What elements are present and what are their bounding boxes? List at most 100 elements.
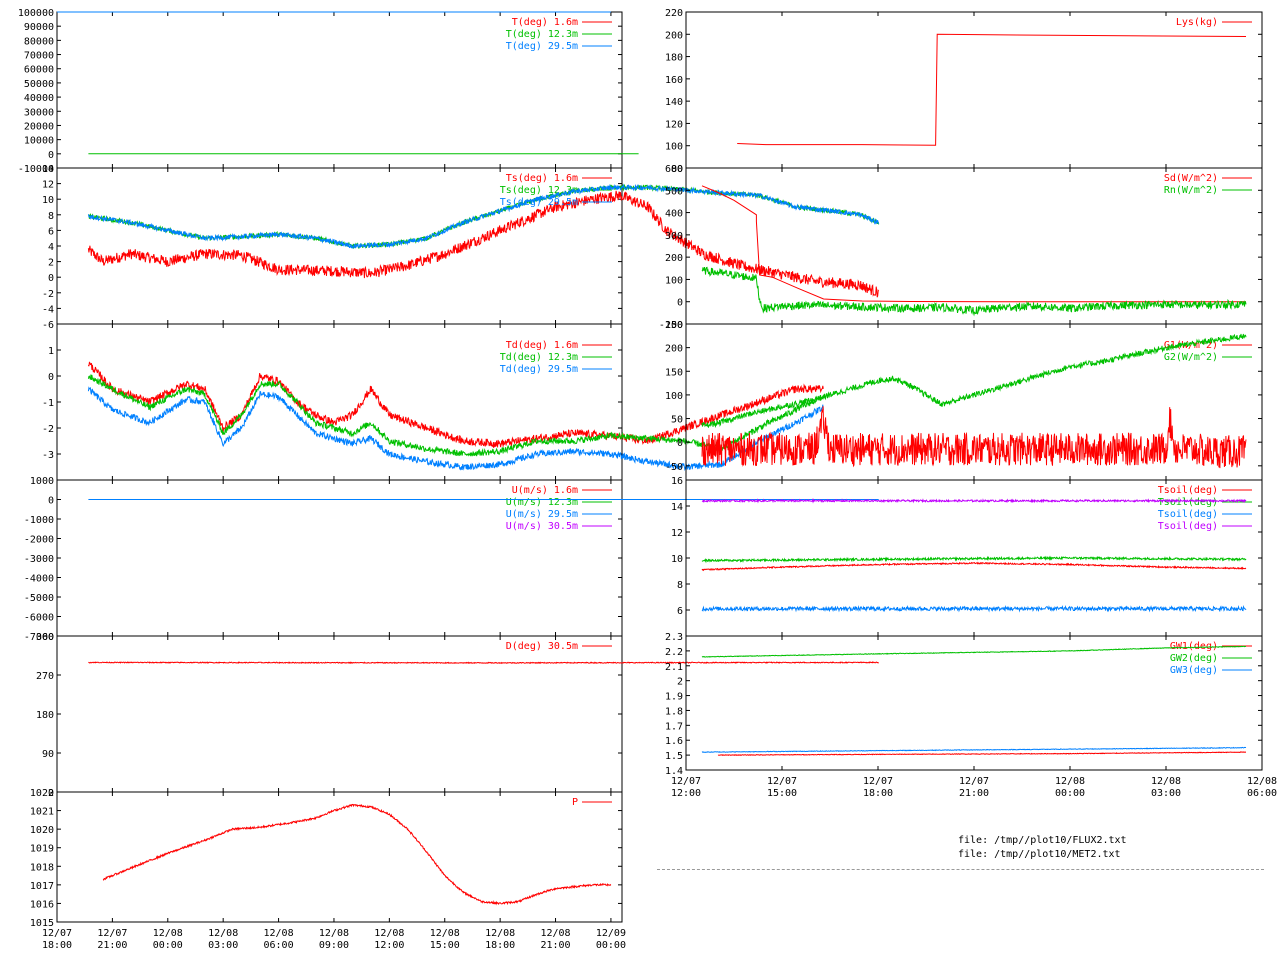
y-tick-label: 200: [665, 253, 683, 264]
x-tick-label: 12/07: [97, 928, 127, 939]
series-line: [701, 555, 1247, 564]
y-tick-label: 160: [665, 75, 683, 86]
x-tick-label: 12/08: [208, 928, 238, 939]
panel-p: 1022102110201019101810171016101512/0718:…: [30, 788, 626, 951]
y-tick-label: 270: [36, 671, 54, 682]
x-tick-label: 12/07: [959, 776, 989, 787]
legend-label: Ts(deg) 12.3m: [500, 185, 578, 196]
y-tick-label: 2: [677, 677, 683, 688]
y-tick-label: 1015: [30, 918, 54, 929]
y-tick-label: 220: [665, 8, 683, 19]
x-tick-label: 12/08: [1151, 776, 1181, 787]
legend-label: Td(deg) 29.5m: [500, 364, 578, 375]
y-tick-label: 60000: [24, 65, 54, 76]
x-tick-label: 06:00: [264, 940, 294, 951]
y-tick-label: 400: [665, 209, 683, 220]
x-tick-label: 00:00: [1055, 788, 1085, 799]
series-line: [701, 333, 1247, 429]
y-tick-label: -2: [42, 424, 54, 435]
y-tick-label: 8: [677, 580, 683, 591]
y-tick-label: 1.4: [665, 766, 683, 777]
y-tick-label: 1.7: [665, 721, 683, 732]
x-tick-label: 00:00: [153, 940, 183, 951]
legend-label: Rn(W/m^2): [1164, 185, 1218, 196]
y-tick-label: 14: [671, 502, 683, 513]
y-tick-label: -4: [42, 304, 54, 315]
y-tick-label: 0: [48, 150, 54, 161]
x-tick-label: 12/07: [767, 776, 797, 787]
legend-label: T(deg) 12.3m: [506, 29, 578, 40]
y-tick-label: 50: [671, 415, 683, 426]
panel-d: 360 270 180 90 0 D(deg) 30.5m: [36, 632, 879, 799]
legend-label: Tsoil(deg): [1158, 509, 1218, 520]
x-tick-label: 21:00: [540, 940, 570, 951]
y-tick-label: 2.1: [665, 662, 683, 673]
y-tick-label: 100000: [18, 8, 54, 19]
y-tick-label: 200: [665, 344, 683, 355]
y-tick-label: 50000: [24, 79, 54, 90]
y-tick-label: -1000: [24, 515, 54, 526]
y-tick-label: -1: [42, 398, 54, 409]
divider: [657, 869, 1264, 870]
y-tick-label: 2.3: [665, 632, 683, 643]
y-tick-label: -7000: [24, 632, 54, 643]
y-tick-label: -50: [665, 462, 683, 473]
y-tick-label: 4: [48, 242, 54, 253]
series-line: [701, 605, 1247, 613]
x-tick-label: 15:00: [430, 940, 460, 951]
y-tick-label: 180: [36, 710, 54, 721]
y-tick-label: 0: [677, 438, 683, 449]
legend-label: Tsoil(deg): [1158, 485, 1218, 496]
legend-label: GW3(deg): [1170, 665, 1218, 676]
y-tick-label: -3000: [24, 554, 54, 565]
y-tick-label: 1017: [30, 881, 54, 892]
x-tick-label: 12/07: [863, 776, 893, 787]
legend-label: Lys(kg): [1176, 17, 1218, 28]
panel-t: 1000009000080000700006000050000400003000…: [18, 8, 639, 175]
y-tick-label: 150: [665, 367, 683, 378]
x-tick-label: 12/08: [1055, 776, 1085, 787]
x-tick-label: 12/08: [430, 928, 460, 939]
legend-label: U(m/s) 29.5m: [506, 509, 578, 520]
x-tick-label: 12/08: [540, 928, 570, 939]
legend-label: U(m/s) 30.5m: [506, 521, 578, 532]
legend-label: Td(deg) 1.6m: [506, 340, 578, 351]
panel-tsoil: 1614121086Tsoil(deg)Tsoil(deg)Tsoil(deg)…: [671, 476, 1263, 637]
y-tick-label: -2: [42, 289, 54, 300]
legend-label: Td(deg) 12.3m: [500, 352, 578, 363]
y-tick-label: 1: [48, 346, 54, 357]
y-tick-label: 0: [677, 298, 683, 309]
plot-frame: [56, 635, 623, 793]
panel-lys: 220 200 180 160 140 120 100 80 Lys(kg): [665, 8, 1263, 175]
x-tick-label: 18:00: [863, 788, 893, 799]
series-line: [701, 561, 1247, 572]
y-tick-label: 1.5: [665, 751, 683, 762]
series-line: [87, 374, 824, 457]
x-tick-label: 12/08: [485, 928, 515, 939]
legend-label: U(m/s) 12.3m: [506, 497, 578, 508]
file-label-met: file: /tmp//plot10/MET2.txt: [958, 849, 1121, 860]
y-tick-label: 80000: [24, 36, 54, 47]
series-line: [701, 746, 1247, 753]
series-line: [87, 361, 824, 449]
x-tick-label: 12/07: [671, 776, 701, 787]
y-tick-label: 12: [671, 528, 683, 539]
x-tick-label: 12/08: [374, 928, 404, 939]
x-tick-label: 12/08: [264, 928, 294, 939]
y-tick-label: 0: [48, 273, 54, 284]
x-tick-label: 12:00: [374, 940, 404, 951]
y-tick-label: 1022: [30, 788, 54, 799]
legend-label: Sd(W/m^2): [1164, 173, 1218, 184]
legend-label: GW2(deg): [1170, 653, 1218, 664]
y-tick-label: 2: [48, 258, 54, 269]
legend-label: Ts(deg) 29.5m: [500, 197, 578, 208]
plot-frame: [56, 791, 623, 923]
legend-label: G2(W/m^2): [1164, 352, 1218, 363]
y-tick-label: 80: [671, 164, 683, 175]
x-tick-label: 00:00: [596, 940, 626, 951]
x-tick-label: 18:00: [42, 940, 72, 951]
y-tick-label: 10: [42, 195, 54, 206]
y-tick-label: 2.2: [665, 647, 683, 658]
panel-u: 1000 0 -1000 -2000 -3000 -4000 -5000 -6000 -7000…: [24, 476, 879, 643]
legend-label: T(deg) 29.5m: [506, 41, 578, 52]
